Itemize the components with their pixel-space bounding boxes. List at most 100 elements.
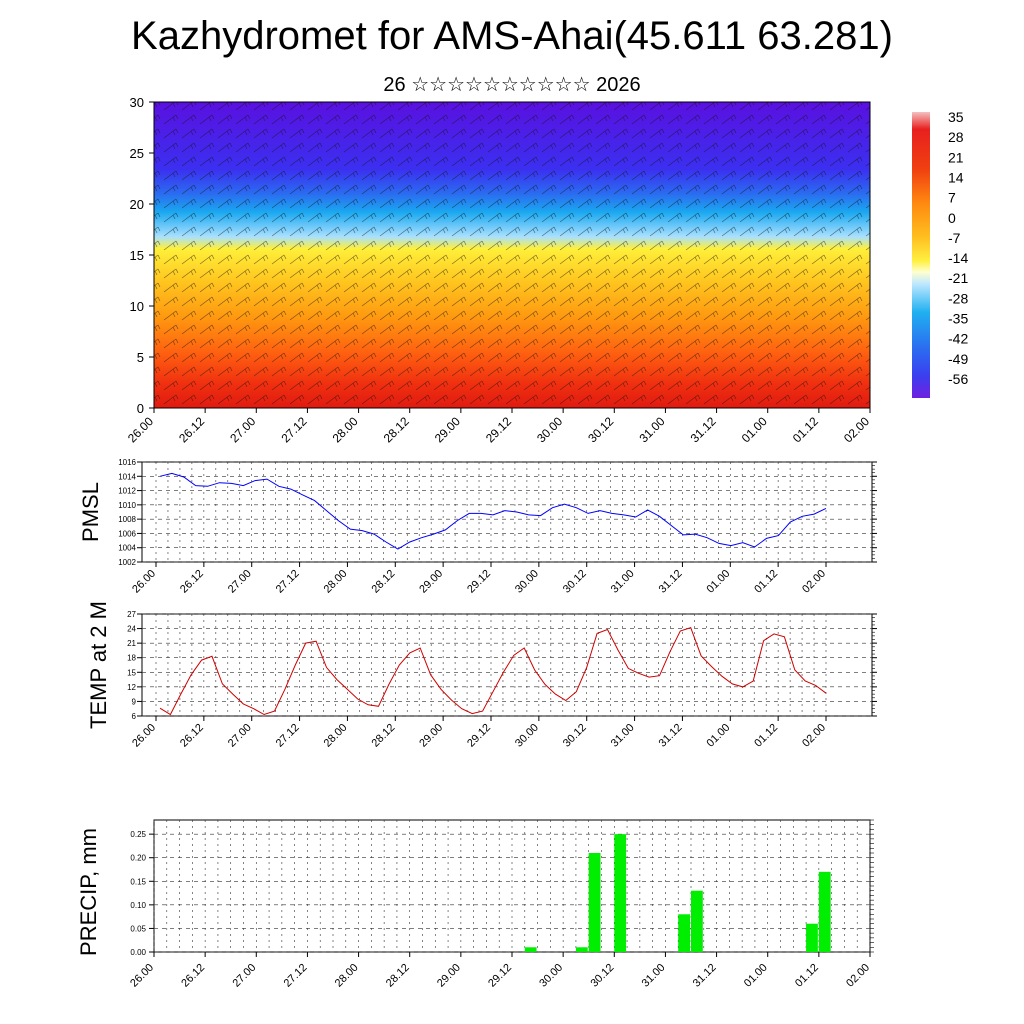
y-tick-label: 24	[127, 625, 136, 634]
x-tick-label: 28.12	[384, 962, 412, 990]
x-tick-label: 27.00	[226, 722, 254, 750]
x-tick-label: 26.12	[176, 414, 207, 445]
x-tick-label: 29.00	[417, 722, 445, 750]
x-tick-label: 28.00	[322, 722, 350, 750]
x-tick-label: 28.12	[381, 414, 412, 445]
y-tick-label: 0	[137, 401, 144, 416]
x-tick-label: 26.00	[130, 568, 158, 596]
x-tick-label: 29.12	[465, 722, 493, 750]
y-tick-label: 20	[130, 197, 144, 212]
x-tick-label: 01.00	[704, 568, 732, 596]
y-tick-label: 5	[137, 350, 144, 365]
colorbar-label: -21	[948, 270, 968, 286]
x-tick-label: 01.12	[790, 414, 821, 445]
x-tick-label: 31.12	[691, 962, 719, 990]
colorbar-label: 28	[948, 129, 964, 145]
colorbar-label: -49	[948, 351, 968, 367]
y-tick-label: 27	[127, 610, 136, 619]
x-tick-label: 28.12	[369, 722, 397, 750]
x-tick-label: 26.00	[130, 722, 158, 750]
x-tick-label: 28.00	[322, 568, 350, 596]
y-tick-label: 1004	[118, 544, 136, 553]
x-tick-label: 26.12	[179, 962, 207, 990]
x-tick-label: 01.12	[793, 962, 821, 990]
x-tick-label: 30.00	[534, 414, 565, 445]
y-axis-label: PRECIP, mm	[76, 828, 101, 956]
x-tick-label: 30.00	[537, 962, 565, 990]
y-tick-label: 1016	[118, 458, 136, 467]
colorbar-label: -14	[948, 250, 968, 266]
y-tick-label: 6	[132, 712, 137, 721]
y-tick-label: 0.10	[130, 901, 146, 910]
y-tick-label: 0.00	[130, 948, 146, 957]
precip-bar	[818, 871, 831, 952]
wind-barbs	[154, 102, 870, 408]
colorbar-label: 7	[948, 190, 956, 206]
x-tick-label: 27.12	[278, 414, 309, 445]
x-tick-label: 27.12	[274, 568, 302, 596]
x-tick-label: 27.12	[274, 722, 302, 750]
x-tick-label: 01.00	[742, 962, 770, 990]
x-tick-label: 27.00	[230, 962, 258, 990]
colorbar-label: -56	[948, 371, 968, 387]
colorbar-label: -42	[948, 331, 968, 347]
x-tick-label: 29.00	[432, 414, 463, 445]
x-tick-label: 01.12	[752, 568, 780, 596]
y-tick-label: 1014	[118, 472, 136, 481]
x-tick-label: 29.12	[483, 414, 514, 445]
x-tick-label: 31.12	[688, 414, 719, 445]
y-tick-label: 1002	[118, 558, 136, 567]
y-tick-label: 15	[127, 668, 136, 677]
x-tick-label: 31.00	[640, 962, 668, 990]
precip-bar	[524, 947, 537, 952]
y-tick-label: 0.15	[130, 877, 146, 886]
x-tick-label: 30.12	[588, 962, 616, 990]
y-tick-label: 9	[132, 697, 137, 706]
x-tick-label: 30.12	[585, 414, 616, 445]
y-tick-label: 0.05	[130, 924, 146, 933]
x-tick-label: 27.00	[226, 568, 254, 596]
x-tick-label: 30.12	[561, 722, 589, 750]
x-tick-label: 30.00	[513, 568, 541, 596]
y-axis-label: PMSL	[78, 482, 103, 542]
x-tick-label: 29.00	[435, 962, 463, 990]
colorbar-label: 21	[948, 149, 964, 165]
x-tick-label: 29.12	[465, 568, 493, 596]
x-tick-label: 26.12	[178, 722, 206, 750]
page-title: Kazhydromet for AMS-Ahai(45.611 63.281)	[131, 14, 893, 58]
x-tick-label: 31.00	[636, 414, 667, 445]
x-tick-label: 31.00	[609, 568, 637, 596]
colorbar-label: 0	[948, 210, 956, 226]
x-tick-label: 31.12	[657, 568, 685, 596]
precip-bar	[678, 914, 690, 952]
precip-bar	[691, 890, 703, 952]
x-tick-label: 28.00	[333, 962, 361, 990]
colorbar-label: -28	[948, 290, 968, 306]
y-tick-label: 15	[130, 248, 144, 263]
x-tick-label: 01.12	[752, 722, 780, 750]
precip-bar	[588, 853, 601, 952]
x-tick-label: 01.00	[704, 722, 732, 750]
y-tick-label: 1008	[118, 515, 136, 524]
precip-bar	[614, 834, 627, 952]
x-tick-label: 29.00	[417, 568, 445, 596]
y-tick-label: 30	[130, 95, 144, 110]
x-tick-label: 26.00	[125, 414, 156, 445]
x-tick-label: 02.00	[800, 722, 828, 750]
x-tick-label: 30.12	[561, 568, 589, 596]
colorbar-label: 14	[948, 169, 964, 185]
x-tick-label: 02.00	[844, 962, 872, 990]
plot-frame	[141, 613, 873, 717]
y-tick-label: 21	[127, 639, 136, 648]
x-tick-label: 26.00	[128, 962, 156, 990]
x-tick-label: 27.12	[282, 962, 310, 990]
x-tick-label: 01.00	[739, 414, 770, 445]
series-line	[159, 626, 827, 716]
series-line	[159, 472, 827, 550]
y-tick-label: 12	[127, 683, 136, 692]
y-tick-label: 1006	[118, 529, 136, 538]
colorbar	[912, 112, 930, 398]
y-tick-label: 18	[127, 654, 136, 663]
